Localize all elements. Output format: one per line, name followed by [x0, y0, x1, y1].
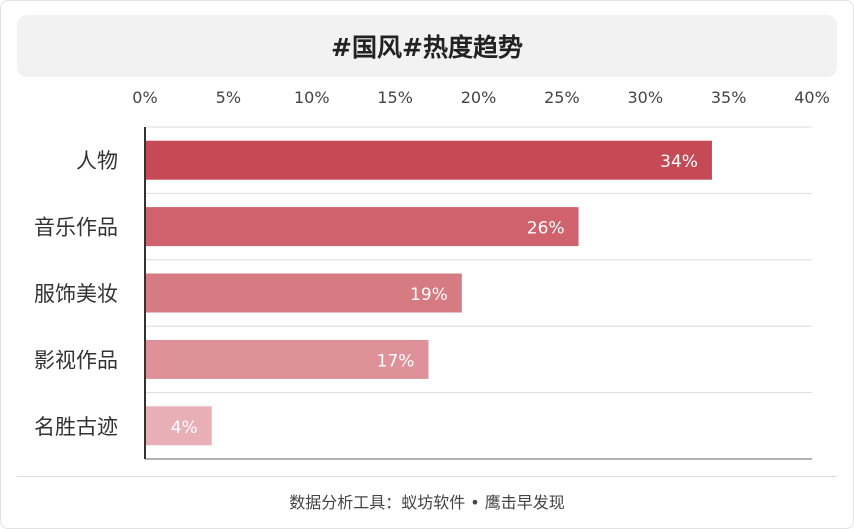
- x-tick-label: 15%: [377, 88, 413, 107]
- category-label: 影视作品: [34, 348, 118, 372]
- x-tick-label: 40%: [794, 88, 830, 107]
- chart-title: #国风#热度趋势: [331, 33, 523, 62]
- bars: [145, 140, 712, 446]
- x-tick-label: 20%: [461, 88, 497, 107]
- data-label: 19%: [410, 285, 448, 305]
- footer-divider: [17, 476, 837, 477]
- bar-chart: 0% 5% 10% 15% 20% 25% 30% 35% 40% 人物音乐作品服饰美妆影视作品…: [34, 88, 830, 460]
- value-labels: 34% 26% 19% 17% 4%: [171, 152, 698, 438]
- data-label: 17%: [377, 351, 415, 371]
- x-tick-labels: 0% 5% 10% 15% 20% 25% 30% 35% 40%: [132, 88, 829, 107]
- data-label: 4%: [171, 418, 198, 438]
- x-tick-label: 5%: [216, 88, 241, 107]
- x-tick-label: 10%: [294, 88, 330, 107]
- category-label: 服饰美妆: [34, 282, 118, 306]
- bar: [145, 140, 712, 180]
- bar: [145, 339, 429, 379]
- source-note: 数据分析工具：蚁坊软件 • 鹰击早发现: [289, 493, 565, 512]
- bar: [145, 273, 462, 313]
- x-tick-label: 30%: [627, 88, 663, 107]
- bar: [145, 406, 212, 446]
- title-banner: #国风#热度趋势: [17, 15, 837, 77]
- data-label: 26%: [527, 219, 565, 239]
- x-tick-label: 0%: [132, 88, 157, 107]
- grid-lines: [145, 126, 812, 460]
- category-label: 音乐作品: [34, 216, 118, 240]
- data-label: 34%: [660, 152, 698, 172]
- bar: [145, 207, 579, 247]
- category-label: 名胜古迹: [34, 415, 118, 439]
- x-tick-label: 25%: [544, 88, 580, 107]
- x-tick-label: 35%: [711, 88, 747, 107]
- category-label: 人物: [76, 149, 118, 173]
